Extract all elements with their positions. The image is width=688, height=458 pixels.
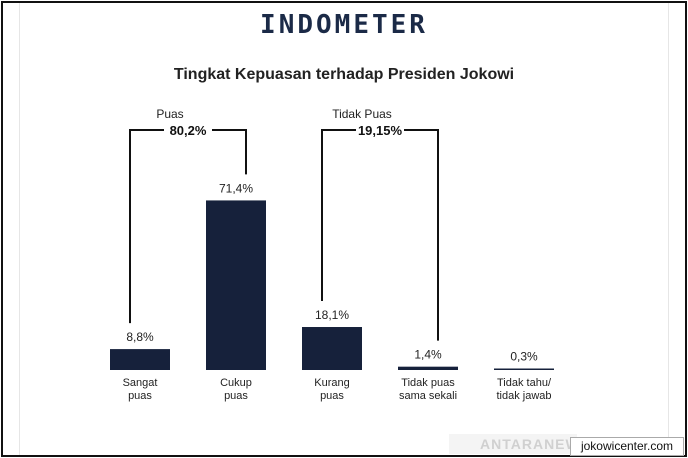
category-label: Tidak tahu/ xyxy=(497,377,552,389)
data-label: 1,4% xyxy=(414,348,442,362)
bar xyxy=(398,366,458,370)
data-label: 71,4% xyxy=(219,181,253,195)
group-value: 80,2% xyxy=(170,123,207,138)
chart-title: Tingkat Kepuasan terhadap Presiden Jokow… xyxy=(173,66,515,83)
bar xyxy=(110,349,170,370)
brand-logo: INDOMETER xyxy=(260,10,428,40)
source-label: jokowicenter.com xyxy=(570,437,684,456)
watermark-text: ANTARANEWS xyxy=(480,436,591,452)
category-label: sama sekali xyxy=(399,390,457,402)
category-label: puas xyxy=(224,390,248,402)
group-label: Tidak Puas xyxy=(332,107,392,121)
category-label: puas xyxy=(320,390,344,402)
category-label: Tidak puas xyxy=(401,377,455,389)
chart-panel xyxy=(19,3,669,455)
data-label: 8,8% xyxy=(126,330,154,344)
watermark-box xyxy=(449,434,577,454)
group-bracket-right xyxy=(212,129,247,175)
data-label: 18,1% xyxy=(315,308,349,322)
bar xyxy=(206,200,266,370)
category-label: Cukup xyxy=(220,377,252,389)
category-label: Sangat xyxy=(123,377,158,389)
group-label: Puas xyxy=(156,107,183,121)
bar xyxy=(494,368,554,370)
category-label: puas xyxy=(128,390,152,402)
category-label: tidak jawab xyxy=(496,390,551,402)
group-bracket-left xyxy=(129,129,164,324)
group-bracket-right xyxy=(404,129,439,341)
category-label: Kurang xyxy=(314,377,349,389)
data-label: 0,3% xyxy=(510,350,538,364)
group-bracket-left xyxy=(321,129,356,302)
group-value: 19,15% xyxy=(358,123,403,138)
bar xyxy=(302,327,362,370)
